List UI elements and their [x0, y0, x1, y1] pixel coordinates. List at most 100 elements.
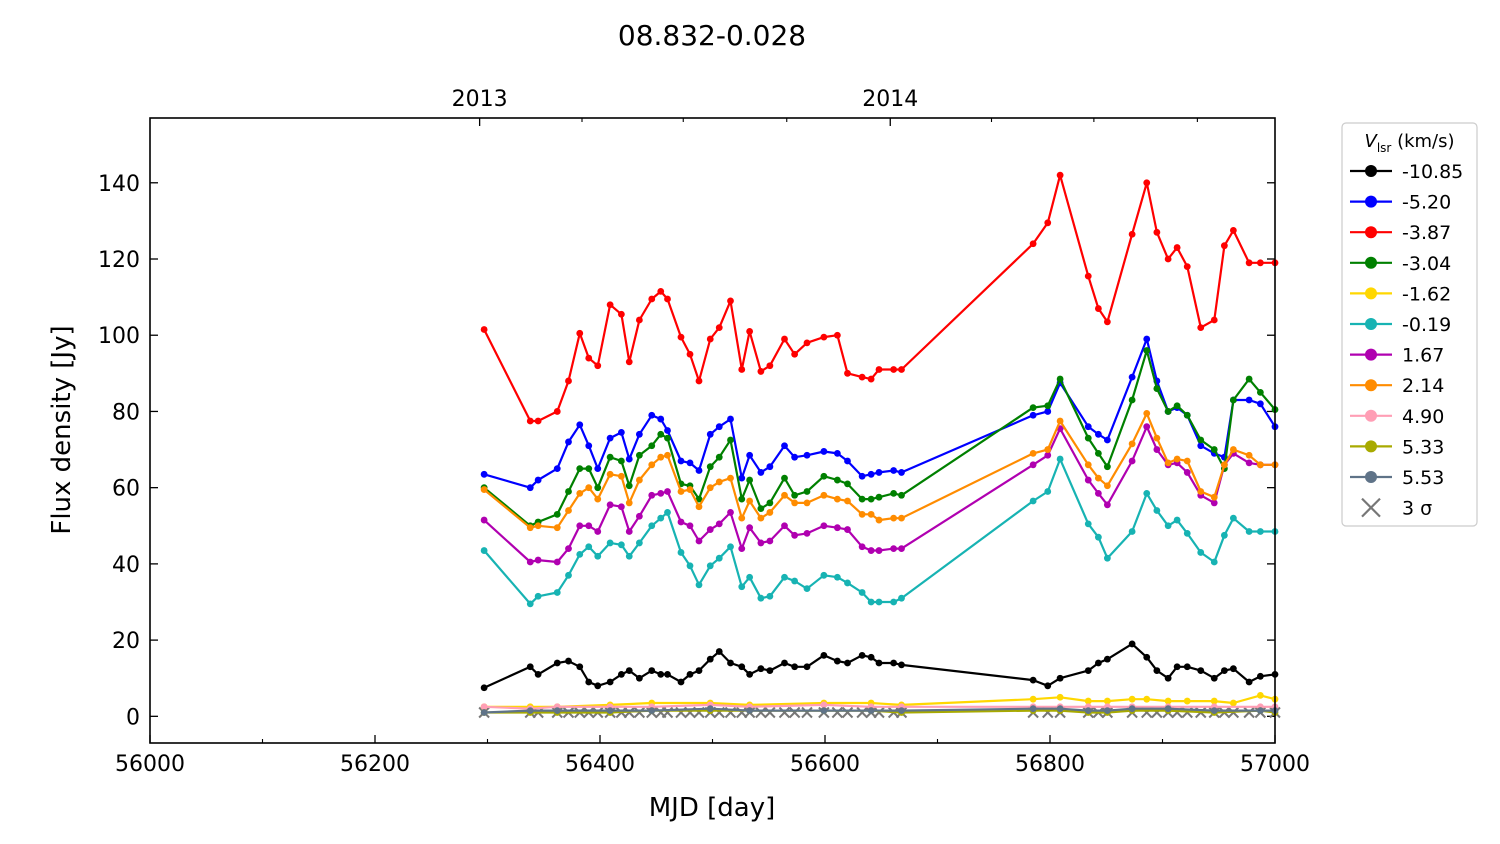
data-point — [1029, 240, 1037, 248]
data-point — [1084, 476, 1092, 484]
data-point — [594, 682, 602, 690]
data-point — [594, 552, 602, 560]
data-point — [1197, 324, 1205, 332]
data-point — [867, 707, 875, 715]
data-point — [833, 331, 841, 339]
data-point — [1256, 461, 1264, 469]
data-point — [1084, 423, 1092, 431]
data-point — [526, 600, 534, 608]
data-point — [594, 528, 602, 535]
data-point — [1128, 373, 1136, 381]
data-point — [1103, 318, 1111, 326]
data-point — [706, 705, 714, 713]
axis-ticks: 56000 56200 56400 56600 56800 57000 0 20 40 60 80 1… — [98, 87, 1310, 777]
data-point — [766, 463, 774, 471]
legend-marker — [1365, 440, 1377, 453]
data-point — [1103, 655, 1111, 663]
data-point — [1029, 411, 1037, 419]
data-point — [757, 665, 765, 673]
data-point — [820, 448, 828, 455]
data-point — [606, 501, 614, 509]
data-point — [875, 469, 883, 476]
data-point — [686, 562, 694, 570]
data-point — [727, 297, 734, 305]
data-point — [1210, 697, 1218, 705]
data-point — [677, 488, 685, 495]
data-point — [1153, 507, 1161, 514]
legend-marker — [1365, 409, 1377, 422]
data-point — [1220, 242, 1228, 250]
data-point — [738, 545, 746, 553]
data-point — [1245, 396, 1253, 404]
data-point — [1143, 335, 1151, 343]
data-point — [1245, 528, 1253, 535]
data-point — [686, 350, 694, 358]
legend-sigma-marker — [1361, 497, 1381, 518]
data-point — [1056, 171, 1064, 179]
data-point — [1094, 533, 1102, 541]
data-point — [480, 547, 488, 554]
legend-label: 4.90 — [1402, 406, 1444, 428]
data-point — [890, 598, 898, 606]
data-point — [553, 659, 561, 667]
legend-item: 5.53 — [1350, 467, 1444, 489]
data-point — [1173, 244, 1181, 251]
data-point — [606, 678, 614, 686]
data-point — [898, 594, 905, 602]
data-point — [565, 545, 572, 553]
legend-item: -5.20 — [1350, 192, 1451, 214]
data-point — [585, 522, 593, 530]
data-point — [706, 463, 714, 471]
data-point — [1084, 272, 1092, 280]
data-point — [695, 503, 703, 511]
data-point — [757, 539, 765, 547]
data-point — [695, 581, 703, 589]
data-point — [1153, 434, 1161, 442]
data-point — [648, 461, 656, 469]
data-point — [1197, 667, 1205, 674]
data-point — [606, 301, 614, 309]
legend-item: -10.85 — [1350, 161, 1463, 183]
data-point — [867, 470, 875, 478]
data-point — [594, 362, 602, 370]
data-point — [1143, 423, 1151, 431]
data-point — [594, 465, 602, 473]
data-point — [1029, 404, 1037, 412]
legend-item: 5.33 — [1350, 436, 1444, 458]
data-point — [695, 495, 703, 503]
data-point — [1103, 697, 1111, 705]
data-point — [664, 427, 671, 434]
data-point — [706, 655, 714, 663]
legend-item: -1.62 — [1350, 283, 1451, 305]
data-point — [890, 514, 898, 522]
data-point — [625, 455, 633, 463]
data-point — [1229, 227, 1237, 234]
data-point — [1256, 707, 1264, 715]
sigma-marker — [778, 706, 791, 719]
data-point — [576, 421, 584, 429]
legend-title-unit: (km/s) — [1391, 131, 1454, 152]
data-point — [657, 514, 665, 522]
data-point — [1183, 469, 1191, 476]
data-point — [648, 295, 656, 303]
data-point — [715, 324, 723, 332]
data-point — [686, 459, 694, 467]
data-point — [677, 549, 685, 556]
data-point — [1128, 230, 1136, 238]
data-point — [657, 453, 665, 461]
series--5.20 — [480, 335, 1279, 492]
legend-marker — [1365, 165, 1377, 177]
data-point — [695, 377, 703, 385]
legend-item-sigma: 3 σ — [1361, 497, 1432, 520]
data-point — [833, 495, 841, 503]
data-point — [781, 442, 788, 450]
data-point — [576, 465, 584, 473]
data-point — [746, 707, 754, 715]
data-point — [781, 659, 788, 667]
data-point — [1143, 179, 1151, 187]
data-point — [1084, 697, 1092, 705]
data-point — [1173, 455, 1181, 463]
data-point — [664, 434, 671, 442]
data-point — [781, 491, 788, 499]
data-point — [1197, 442, 1205, 450]
